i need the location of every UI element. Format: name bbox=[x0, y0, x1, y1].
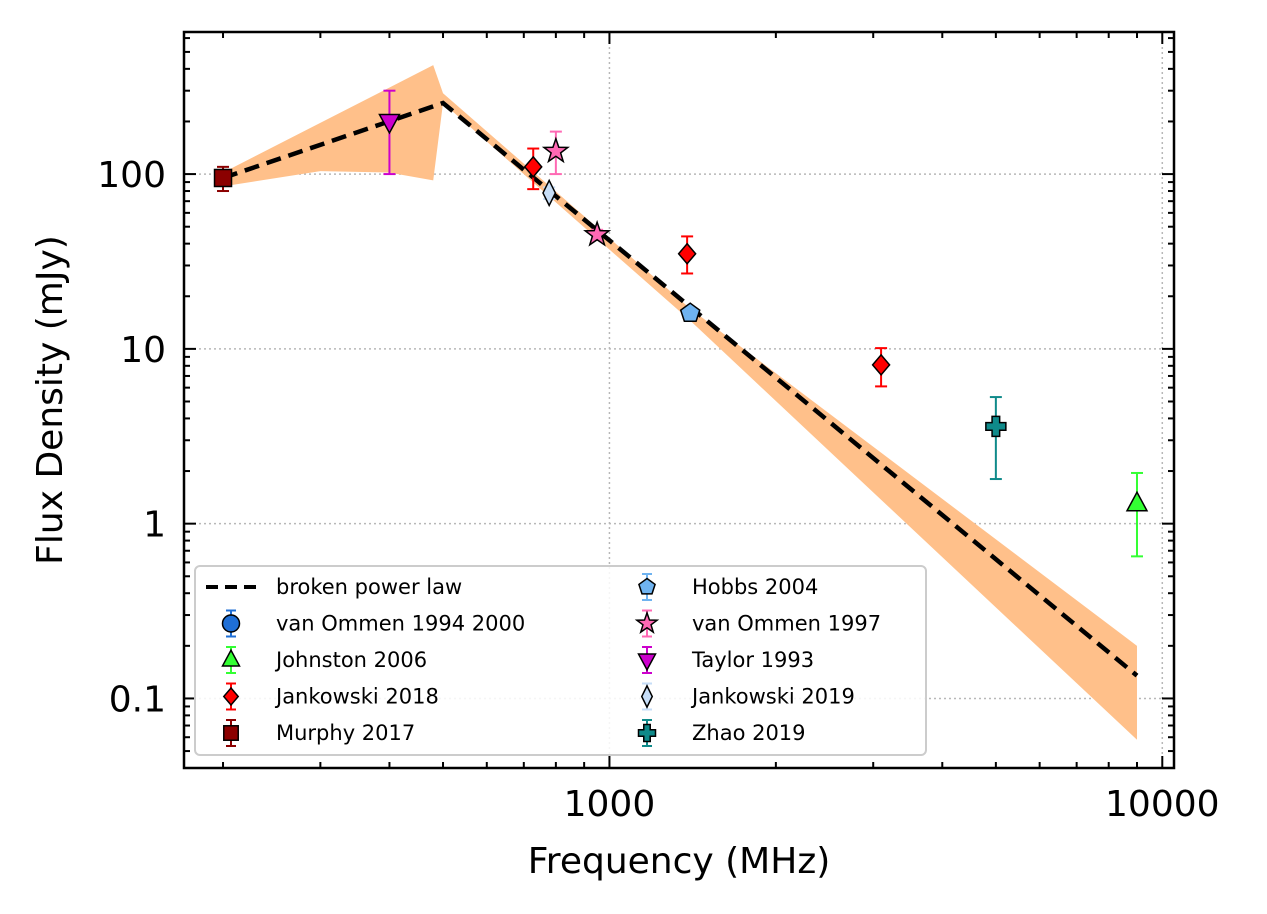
fit-line-group bbox=[222, 100, 1139, 678]
data-point bbox=[871, 353, 891, 377]
legend-entry: Murphy 2017 bbox=[223, 719, 415, 747]
legend: broken power law van Ommen 1994 2000 Johns… bbox=[194, 565, 927, 756]
data-point bbox=[677, 242, 697, 265]
x-tick-label: 1000 bbox=[564, 784, 656, 825]
legend-swatch-marker bbox=[222, 686, 240, 707]
legend-label: Johnston 2006 bbox=[274, 648, 427, 672]
data-point bbox=[542, 178, 557, 208]
y-axis-label: Flux Density (mJy) bbox=[30, 235, 71, 565]
x-tick-label: 10000 bbox=[1105, 784, 1220, 825]
y-tick-label: 0.1 bbox=[109, 679, 166, 720]
plot-frame bbox=[182, 30, 1176, 770]
legend-label: broken power law bbox=[276, 575, 462, 599]
y-tick-label: 100 bbox=[97, 155, 166, 196]
data-point bbox=[679, 302, 701, 323]
fit-uncertainty-band bbox=[223, 65, 1137, 740]
legend-label: Murphy 2017 bbox=[276, 721, 415, 745]
series-taylor-1993 bbox=[378, 89, 401, 176]
legend-entry: Taylor 1993 bbox=[637, 646, 814, 674]
legend-entry: Jankowski 2019 bbox=[640, 682, 855, 711]
legend-entry: Hobbs 2004 bbox=[638, 573, 818, 601]
y-tick-label: 1 bbox=[143, 505, 166, 546]
legend-entry: Zhao 2019 bbox=[637, 719, 806, 747]
legend-swatch-marker bbox=[634, 610, 660, 634]
legend-swatch-marker bbox=[637, 723, 657, 743]
series-johnston-2006 bbox=[1125, 471, 1149, 558]
x-axis-label: Frequency (MHz) bbox=[528, 841, 831, 882]
legend-entry: van Ommen 1994 2000 bbox=[221, 609, 525, 638]
series-van-ommen-1997 bbox=[541, 130, 612, 247]
data-point bbox=[985, 415, 1007, 438]
legend-label: Jankowski 2018 bbox=[274, 685, 439, 709]
series-zhao-2019 bbox=[985, 396, 1007, 481]
data-point bbox=[541, 136, 570, 164]
legend-swatch-marker bbox=[223, 725, 239, 741]
legend-entry: broken power law bbox=[206, 575, 462, 599]
data-point bbox=[213, 168, 233, 188]
data-point bbox=[378, 113, 401, 135]
series-hobbs-2004 bbox=[679, 302, 701, 323]
legend-entry: Johnston 2006 bbox=[221, 646, 427, 674]
legend-label: van Ommen 1997 bbox=[692, 612, 881, 636]
legend-label: Hobbs 2004 bbox=[692, 575, 818, 599]
data-point bbox=[523, 155, 543, 179]
legend-label: Zhao 2019 bbox=[692, 721, 806, 745]
legend-swatch-marker bbox=[638, 577, 656, 595]
series-murphy-2017 bbox=[213, 165, 233, 193]
legend-label: Jankowski 2019 bbox=[690, 685, 855, 709]
axis-ticks: 1000 10000 0.1 1 10 100 bbox=[97, 32, 1220, 825]
data-point bbox=[1125, 490, 1149, 512]
legend-entry: van Ommen 1997 bbox=[634, 609, 881, 638]
series-jankowski-2018 bbox=[523, 147, 891, 388]
y-tick-label: 10 bbox=[120, 330, 166, 371]
legend-box bbox=[194, 565, 927, 756]
legend-swatch-marker bbox=[221, 614, 241, 633]
legend-swatch-marker bbox=[637, 653, 657, 672]
legend-swatch-marker bbox=[640, 684, 654, 709]
legend-label: Taylor 1993 bbox=[691, 648, 814, 672]
broken-power-law-line bbox=[222, 100, 1139, 678]
legend-swatch-marker bbox=[221, 648, 241, 667]
data-series-group bbox=[213, 89, 1149, 558]
legend-label: van Ommen 1994 2000 bbox=[276, 612, 525, 636]
fit-uncertainty-band-group bbox=[223, 65, 1137, 740]
legend-entry: Jankowski 2018 bbox=[222, 682, 439, 711]
data-point bbox=[583, 219, 612, 247]
series-jankowski-2019 bbox=[542, 178, 557, 208]
